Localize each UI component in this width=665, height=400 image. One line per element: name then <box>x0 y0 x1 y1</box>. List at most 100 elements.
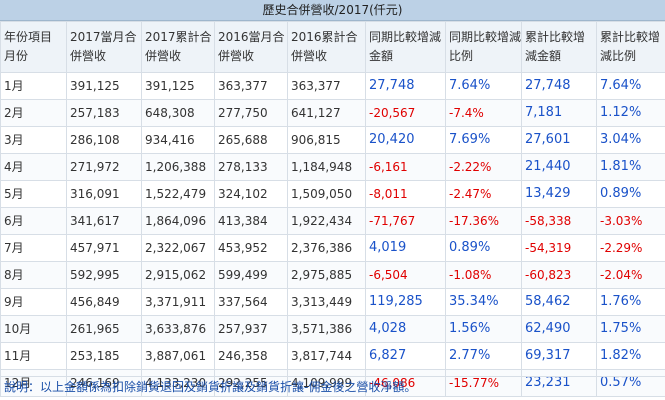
cell-cum-percent: 0.57% <box>596 369 665 397</box>
cell-cum-amount: 62,490 <box>521 315 597 343</box>
table-row: 3月 286,108 934,416 265,688 906,815 20,420 7.69… <box>0 126 665 154</box>
header-2016-monthly: 2016當月合 併營收 <box>214 21 288 73</box>
cell-cum-percent: 7.64% <box>596 72 665 100</box>
cell-2017-monthly: 271,972 <box>66 153 142 181</box>
cell-month: 9月 <box>0 288 67 316</box>
cell-2017-cumulative: 3,371,911 <box>141 288 215 316</box>
table-row: 11月 253,185 3,887,061 246,358 3,817,744 6,827… <box>0 342 665 370</box>
cell-yoy-percent: -7.4% <box>445 99 522 127</box>
cell-yoy-percent: 0.89% <box>445 234 522 262</box>
cell-month: 11月 <box>0 342 67 370</box>
cell-2016-monthly: 413,384 <box>214 207 288 235</box>
cell-2017-monthly: 257,183 <box>66 99 142 127</box>
cell-yoy-amount: 6,827 <box>365 342 446 370</box>
header-2017-cumulative: 2017累計合 併營收 <box>141 21 215 73</box>
cell-cum-percent: 3.04% <box>596 126 665 154</box>
cell-2016-cumulative: 363,377 <box>287 72 366 100</box>
cell-2016-cumulative: 1,184,948 <box>287 153 366 181</box>
cell-cum-percent: 1.76% <box>596 288 665 316</box>
header-yoy-percent: 同期比較增減 比例 <box>445 21 522 73</box>
cell-month: 8月 <box>0 261 67 289</box>
table-body: 1月 391,125 391,125 363,377 363,377 27,748 7.64… <box>0 72 665 397</box>
table-row: 10月 261,965 3,633,876 257,937 3,571,386 4,028… <box>0 315 665 343</box>
table-title: 歷史合併營收/2017(仟元) <box>0 0 665 21</box>
cell-2016-cumulative: 3,817,744 <box>287 342 366 370</box>
cell-2016-cumulative: 1,509,050 <box>287 180 366 208</box>
cell-cum-amount: -54,319 <box>521 234 597 262</box>
cell-yoy-percent: -17.36% <box>445 207 522 235</box>
cell-cum-amount: 58,462 <box>521 288 597 316</box>
cell-2016-cumulative: 3,571,386 <box>287 315 366 343</box>
cell-2017-cumulative: 1,864,096 <box>141 207 215 235</box>
cell-month: 10月 <box>0 315 67 343</box>
cell-cum-amount: 27,748 <box>521 72 597 100</box>
cell-yoy-amount: 20,420 <box>365 126 446 154</box>
cell-cum-amount: 27,601 <box>521 126 597 154</box>
cell-cum-percent: -2.29% <box>596 234 665 262</box>
cell-month: 4月 <box>0 153 67 181</box>
cell-cum-amount: 21,440 <box>521 153 597 181</box>
cell-2017-monthly: 316,091 <box>66 180 142 208</box>
cell-cum-amount: -60,823 <box>521 261 597 289</box>
cell-2016-monthly: 337,564 <box>214 288 288 316</box>
cell-month: 5月 <box>0 180 67 208</box>
table-row: 6月 341,617 1,864,096 413,384 1,922,434 -71,76… <box>0 207 665 235</box>
cell-cum-percent: 1.75% <box>596 315 665 343</box>
cell-yoy-percent: 7.64% <box>445 72 522 100</box>
cell-2017-cumulative: 3,633,876 <box>141 315 215 343</box>
cell-2016-monthly: 599,499 <box>214 261 288 289</box>
table-row: 1月 391,125 391,125 363,377 363,377 27,748 7.64… <box>0 72 665 100</box>
cell-cum-percent: 0.89% <box>596 180 665 208</box>
cell-2017-cumulative: 1,522,479 <box>141 180 215 208</box>
header-month: 年份項目 月份 <box>0 21 67 73</box>
cell-2016-monthly: 246,358 <box>214 342 288 370</box>
cell-2017-cumulative: 2,322,067 <box>141 234 215 262</box>
header-2017-monthly: 2017當月合 併營收 <box>66 21 142 73</box>
cell-2017-cumulative: 2,915,062 <box>141 261 215 289</box>
cell-yoy-amount: -46,086 <box>365 369 446 397</box>
cell-yoy-amount: -8,011 <box>365 180 446 208</box>
cell-month: 6月 <box>0 207 67 235</box>
header-2016-cumulative: 2016累計合 併營收 <box>287 21 366 73</box>
cell-yoy-percent: 7.69% <box>445 126 522 154</box>
cell-2017-monthly: 592,995 <box>66 261 142 289</box>
cell-yoy-percent: -2.22% <box>445 153 522 181</box>
cell-cum-amount: 23,231 <box>521 369 597 397</box>
cell-cum-percent: 1.12% <box>596 99 665 127</box>
cell-2016-monthly: 363,377 <box>214 72 288 100</box>
cell-cum-amount: 69,317 <box>521 342 597 370</box>
cell-2017-cumulative: 391,125 <box>141 72 215 100</box>
cell-cum-percent: 1.81% <box>596 153 665 181</box>
cell-month: 7月 <box>0 234 67 262</box>
cell-2016-cumulative: 4,109,999 <box>287 369 366 397</box>
header-row: 年份項目 月份 2017當月合 併營收 2017累計合 併營收 2016當月合 併營收 … <box>0 21 665 73</box>
footnote: 說明：以上金額係為扣除銷貨退回及銷貨折讓及銷貨折讓-佣金後之營收淨額。 <box>0 376 665 400</box>
cell-yoy-amount: -71,767 <box>365 207 446 235</box>
cell-2017-monthly: 456,849 <box>66 288 142 316</box>
cell-2016-cumulative: 2,975,885 <box>287 261 366 289</box>
cell-yoy-amount: -6,161 <box>365 153 446 181</box>
cell-cum-amount: 7,181 <box>521 99 597 127</box>
table-row: 9月 456,849 3,371,911 337,564 3,313,449 119,28… <box>0 288 665 316</box>
table-row: 12月 246,169 4,133,230 292,255 4,109,999 -46,0… <box>0 369 665 397</box>
cell-2017-monthly: 253,185 <box>66 342 142 370</box>
cell-2016-cumulative: 3,313,449 <box>287 288 366 316</box>
cell-yoy-amount: 119,285 <box>365 288 446 316</box>
cell-month: 2月 <box>0 99 67 127</box>
cell-yoy-percent: -2.47% <box>445 180 522 208</box>
cell-month: 3月 <box>0 126 67 154</box>
cell-yoy-percent: -15.77% <box>445 369 522 397</box>
cell-2016-cumulative: 2,376,386 <box>287 234 366 262</box>
cell-2017-cumulative: 1,206,388 <box>141 153 215 181</box>
cell-2017-cumulative: 4,133,230 <box>141 369 215 397</box>
cell-2017-monthly: 286,108 <box>66 126 142 154</box>
cell-yoy-percent: 2.77% <box>445 342 522 370</box>
table-row: 7月 457,971 2,322,067 453,952 2,376,386 4,019 0… <box>0 234 665 262</box>
cell-cum-amount: 13,429 <box>521 180 597 208</box>
cell-cum-percent: 1.82% <box>596 342 665 370</box>
cell-2016-cumulative: 1,922,434 <box>287 207 366 235</box>
revenue-table: 年份項目 月份 2017當月合 併營收 2017累計合 併營收 2016當月合 併營收 … <box>0 21 665 397</box>
cell-2017-monthly: 391,125 <box>66 72 142 100</box>
cell-2016-monthly: 453,952 <box>214 234 288 262</box>
